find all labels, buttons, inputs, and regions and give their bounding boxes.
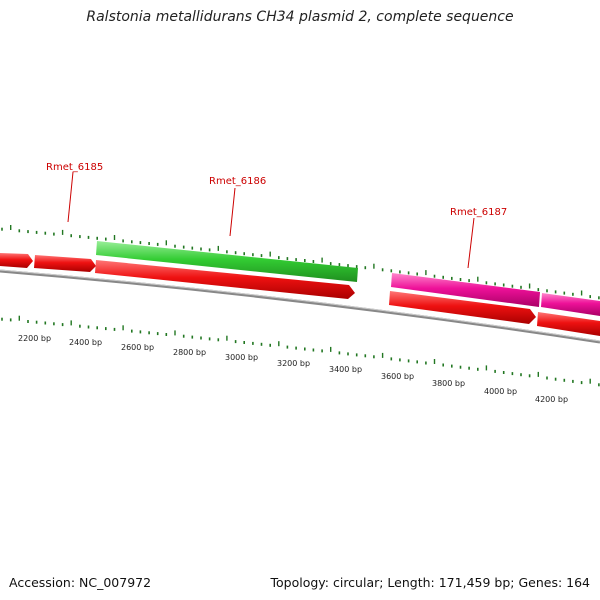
sequence-summary: Topology: circular; Length: 171,459 bp; … bbox=[270, 575, 591, 590]
gene-label[interactable]: Rmet_6186 bbox=[209, 176, 266, 187]
tick-label: 3200 bp bbox=[277, 359, 310, 368]
label-leader-line bbox=[67, 171, 74, 223]
tick-label: 2800 bp bbox=[173, 348, 206, 357]
accession-text: Accession: NC_007972 bbox=[9, 575, 152, 590]
tick-label: 3000 bp bbox=[225, 353, 258, 362]
gene-arrow-red[interactable] bbox=[34, 255, 96, 272]
gene-arrow-red[interactable] bbox=[0, 253, 33, 268]
gene-block-magenta[interactable] bbox=[541, 293, 600, 316]
map-title: Ralstonia metallidurans CH34 plasmid 2, … bbox=[86, 9, 514, 25]
gene-label[interactable]: Rmet_6187 bbox=[450, 207, 507, 218]
label-leader-line bbox=[467, 217, 475, 269]
outer-tick-row bbox=[1, 225, 600, 300]
gene-arrow-red[interactable] bbox=[537, 312, 600, 336]
tick-label: 4200 bp bbox=[535, 395, 568, 404]
label-leader-line bbox=[229, 187, 236, 237]
tick-label: 3600 bp bbox=[381, 372, 414, 381]
sequence-backbone bbox=[0, 269, 600, 344]
gene-block-magenta[interactable] bbox=[391, 273, 540, 307]
tick-label: 2400 bp bbox=[69, 338, 102, 347]
gene-label[interactable]: Rmet_6185 bbox=[46, 162, 103, 173]
tick-label: 3800 bp bbox=[432, 379, 465, 388]
gene-block-green[interactable] bbox=[96, 241, 358, 282]
gene-arrow-red[interactable] bbox=[389, 291, 536, 324]
gene-arrow-red[interactable] bbox=[95, 260, 355, 299]
tick-label: 4000 bp bbox=[484, 387, 517, 396]
sequence-backbone-highlight bbox=[0, 269, 600, 342]
tick-label: 3400 bp bbox=[329, 365, 362, 374]
tick-label: 2200 bp bbox=[18, 334, 51, 343]
inner-tick-row bbox=[1, 315, 600, 387]
tick-label: 2600 bp bbox=[121, 343, 154, 352]
